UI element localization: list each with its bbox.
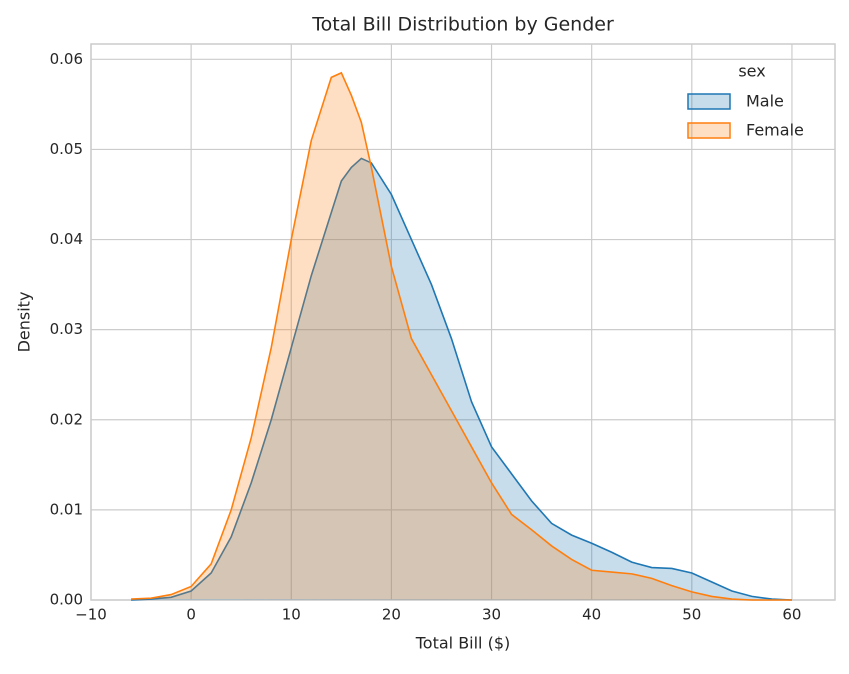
legend-swatch	[687, 93, 731, 110]
y-tick-label: 0.05	[50, 140, 83, 158]
legend-title: sex	[738, 62, 765, 81]
y-axis-label: Density	[15, 292, 34, 353]
legend-swatch	[687, 122, 731, 139]
x-axis-label: Total Bill ($)	[415, 634, 511, 653]
x-tick-label: 40	[582, 606, 601, 624]
legend: sex Male Female	[687, 62, 804, 140]
legend-label: Male	[746, 92, 784, 111]
y-tick-label: 0.00	[50, 591, 83, 609]
x-tick-label: 30	[482, 606, 501, 624]
x-tick-label: 60	[782, 606, 801, 624]
y-tick-label: 0.04	[50, 230, 83, 248]
x-tick-label: 50	[682, 606, 701, 624]
legend-label: Female	[746, 121, 804, 140]
chart-title: Total Bill Distribution by Gender	[311, 14, 614, 36]
x-tick-label: 20	[382, 606, 401, 624]
density-curve	[131, 157, 792, 601]
x-tick-label: −10	[75, 606, 107, 624]
y-tick-label: 0.03	[50, 320, 83, 338]
y-tick-label: 0.02	[50, 410, 83, 428]
x-tick-label: 0	[186, 606, 196, 624]
plot-frame	[90, 43, 836, 601]
y-tick-label: 0.06	[50, 50, 83, 68]
x-tick-label: 10	[282, 606, 301, 624]
y-tick-label: 0.01	[50, 500, 83, 518]
density-curve	[131, 71, 792, 601]
